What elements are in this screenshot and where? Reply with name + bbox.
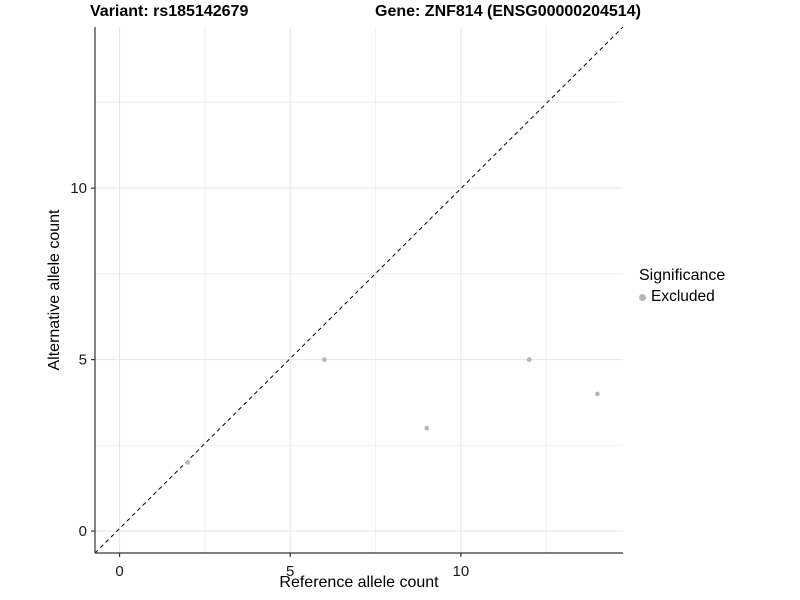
legend: Significance Excluded: [639, 267, 725, 306]
y-axis-label: Alternative allele count: [46, 209, 63, 371]
y-tick-label: 5: [79, 352, 87, 369]
variant-title: Variant: rs185142679: [90, 3, 249, 20]
legend-item-label: Excluded: [651, 288, 715, 305]
y-tick-label: 10: [70, 180, 87, 197]
x-tick-label: 0: [115, 563, 123, 580]
data-point: [322, 357, 327, 362]
x-axis-label: Reference allele count: [279, 574, 439, 591]
legend-title: Significance: [639, 267, 726, 284]
legend-item-excluded: Excluded: [639, 288, 725, 306]
excluded-point-swatch-icon: [639, 293, 646, 301]
data-point: [595, 391, 600, 397]
x-tick-label: 10: [453, 563, 470, 580]
data-point: [424, 425, 430, 431]
data-point: [526, 357, 532, 362]
x-tick-label: 5: [286, 563, 294, 580]
data-point: [185, 460, 191, 465]
identity-dashed-line: [94, 26, 624, 554]
gene-title: Gene: ZNF814 (ENSG00000204514): [375, 3, 641, 20]
y-tick-label: 0: [79, 523, 87, 540]
